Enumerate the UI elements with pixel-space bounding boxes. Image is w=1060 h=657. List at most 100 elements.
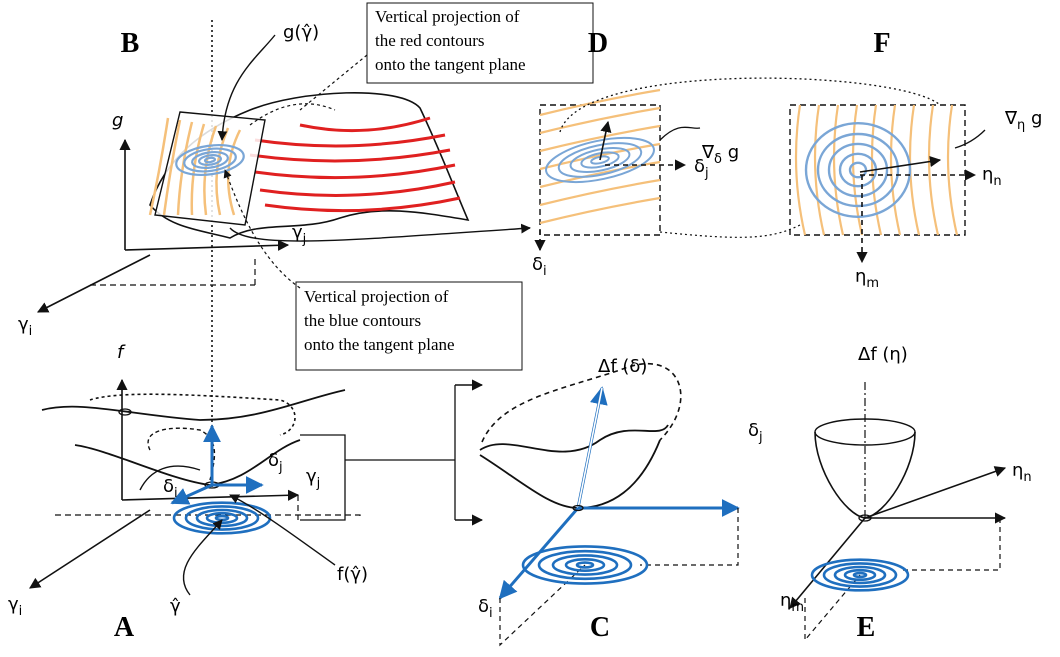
- note-text: onto the tangent plane: [304, 335, 455, 354]
- symbol-label: δj: [748, 420, 763, 445]
- contour: [806, 123, 910, 217]
- curve: [300, 55, 367, 110]
- symbol: δ: [268, 450, 279, 471]
- curve: [948, 105, 957, 235]
- axis: [30, 510, 150, 588]
- axis: [38, 255, 150, 312]
- panel-label: E: [857, 612, 876, 643]
- subscript: m: [866, 276, 879, 291]
- curve: [480, 440, 660, 508]
- symbol-label: g(γ̂): [283, 22, 319, 43]
- symbol: η: [1012, 460, 1023, 481]
- symbol-label: ηm: [780, 590, 804, 615]
- figure: BDFACEVertical projection ofthe red cont…: [0, 0, 1060, 657]
- symbol: γ: [292, 222, 303, 243]
- symbol: g: [112, 110, 123, 131]
- symbol-label: γ̂: [170, 596, 181, 617]
- panel-label: C: [590, 612, 610, 643]
- note-text: Vertical projection of: [375, 7, 520, 26]
- symbol: γ̂: [170, 596, 181, 617]
- curve: [660, 225, 800, 237]
- contour: [216, 516, 228, 520]
- curve: [148, 428, 214, 480]
- subscript: j: [758, 430, 763, 445]
- curve: [265, 198, 460, 211]
- axis: [122, 495, 298, 500]
- curve: [910, 105, 919, 235]
- symbol: δ: [532, 254, 543, 275]
- symbol: δ: [163, 476, 174, 497]
- axis: [125, 245, 288, 250]
- symbol: η: [855, 266, 866, 287]
- panel-label: B: [121, 28, 140, 59]
- subscript: i: [174, 486, 178, 501]
- panel-label: D: [588, 28, 608, 59]
- subscript: i: [19, 604, 23, 619]
- symbol: δ: [694, 156, 705, 177]
- symbol-label: γj: [306, 466, 320, 491]
- suffix: g: [1025, 108, 1042, 129]
- curve: [660, 127, 700, 140]
- symbol-label: f: [117, 342, 126, 363]
- subscript: i: [489, 606, 493, 621]
- subscript: j: [316, 476, 321, 491]
- curve: [230, 228, 530, 241]
- note-text: onto the tangent plane: [375, 55, 526, 74]
- symbol-label: δi: [532, 254, 547, 279]
- subscript: n: [993, 174, 1001, 189]
- curve: [805, 575, 860, 640]
- curve: [578, 388, 602, 508]
- symbol-label: ηn: [982, 164, 1002, 189]
- symbol: δ: [478, 596, 489, 617]
- curve: [955, 130, 985, 148]
- symbol: f(γ̂): [337, 564, 368, 585]
- symbol-label: g: [112, 110, 123, 131]
- subscript: j: [278, 460, 283, 475]
- symbol-label: δi: [163, 476, 178, 501]
- symbol-label: δj: [268, 450, 283, 475]
- symbol-label: ∇η g: [1004, 108, 1042, 133]
- symbol: η: [982, 164, 993, 185]
- subscript: n: [1023, 470, 1031, 485]
- symbol: g(γ̂): [283, 22, 319, 43]
- symbol: ∇: [1004, 108, 1018, 129]
- panel-label: A: [114, 612, 135, 643]
- curve: [260, 182, 455, 195]
- symbol: η: [780, 590, 791, 611]
- symbol-label: f(γ̂): [337, 564, 368, 585]
- note-text: the blue contours: [304, 311, 421, 330]
- symbol: γ: [18, 314, 29, 335]
- symbol: δ: [748, 420, 759, 441]
- symbol-label: ∇δ g: [701, 142, 739, 167]
- symbol-label: Δf (δ): [598, 356, 647, 377]
- note-text: Vertical projection of: [304, 287, 449, 306]
- subscript: i: [29, 324, 33, 339]
- curve: [540, 198, 660, 223]
- contour: [207, 513, 237, 523]
- curve: [250, 150, 450, 161]
- symbol: Δf (η): [858, 344, 908, 365]
- symbol-label: Δf (η): [858, 344, 908, 365]
- curve: [929, 105, 938, 235]
- subscript: i: [543, 264, 547, 279]
- curve: [255, 165, 455, 178]
- curve: [480, 425, 668, 452]
- subscript: j: [704, 166, 709, 181]
- symbol: γ: [8, 594, 19, 615]
- panel-label: F: [873, 28, 890, 59]
- curve: [640, 508, 738, 565]
- symbol-label: δi: [478, 596, 493, 621]
- subscript: δ: [714, 152, 722, 167]
- curve: [815, 105, 824, 235]
- symbol: γ: [306, 466, 317, 487]
- symbol-label: γi: [18, 314, 32, 339]
- suffix: g: [722, 142, 739, 163]
- subscript: m: [791, 600, 804, 615]
- curve: [75, 440, 300, 485]
- symbol-label: γi: [8, 594, 22, 619]
- curve: [900, 518, 1000, 570]
- axis: [865, 468, 1005, 518]
- subscript: j: [302, 232, 307, 247]
- symbol-label: ηm: [855, 266, 879, 291]
- curve: [796, 105, 805, 235]
